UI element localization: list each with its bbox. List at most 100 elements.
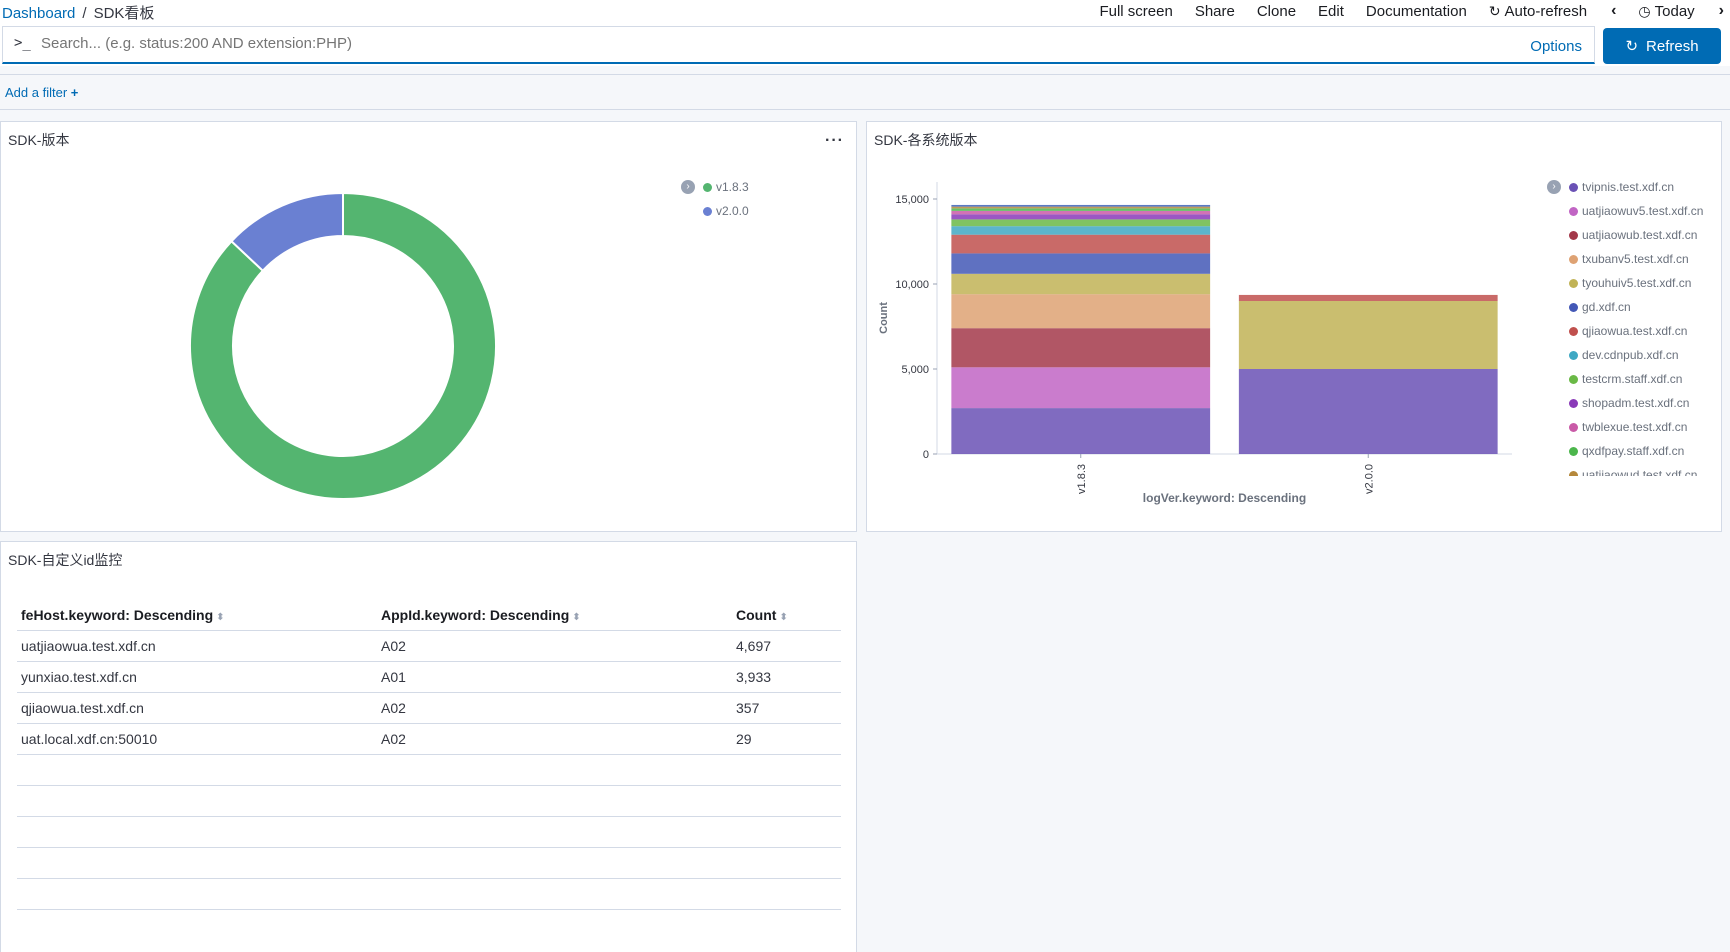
bar-segment[interactable] bbox=[951, 204, 1211, 207]
pie-slice-v1.8.3[interactable] bbox=[189, 191, 497, 500]
share-button[interactable]: Share bbox=[1194, 2, 1235, 20]
table-cell: 3,933 bbox=[732, 661, 841, 693]
legend-item[interactable]: testcrm.staff.xdf.cn bbox=[1569, 372, 1682, 386]
documentation-button[interactable]: Documentation bbox=[1365, 2, 1467, 20]
legend-label: uatjiaowub.test.xdf.cn bbox=[1582, 228, 1698, 242]
search-box: >_ Options bbox=[2, 26, 1595, 64]
legend-dot bbox=[1569, 183, 1578, 192]
y-tick-label: 15,000 bbox=[895, 194, 929, 206]
auto-refresh-button[interactable]: ↻ Auto-refresh bbox=[1489, 3, 1587, 20]
bar-segment[interactable] bbox=[1238, 294, 1498, 301]
legend-label: testcrm.staff.xdf.cn bbox=[1582, 372, 1683, 386]
table-cell: 4,697 bbox=[732, 630, 841, 662]
top-nav: Dashboard / SDK看板 Full screen Share Clone … bbox=[0, 0, 1730, 24]
refresh-button[interactable]: ↻ Refresh bbox=[1603, 28, 1721, 64]
bar-segment[interactable] bbox=[1238, 369, 1498, 454]
bar-segment[interactable] bbox=[951, 214, 1211, 220]
chevron-right-icon[interactable]: › bbox=[1718, 2, 1724, 19]
bar-segment[interactable] bbox=[951, 234, 1211, 254]
legend-item[interactable]: qxdfpay.staff.xdf.cn bbox=[1569, 444, 1684, 458]
legend-item[interactable]: gd.xdf.cn bbox=[1569, 300, 1631, 314]
time-picker-button[interactable]: ◷ Today bbox=[1638, 3, 1694, 20]
bar-segment[interactable] bbox=[951, 367, 1211, 409]
breadcrumb-dashboard-link[interactable]: Dashboard bbox=[2, 5, 76, 22]
legend-dot bbox=[703, 207, 712, 216]
table-body: uatjiaowua.test.xdf.cn A02 4,697 yunxiao.t… bbox=[17, 630, 841, 910]
breadcrumb-separator: / bbox=[82, 5, 87, 22]
legend-item[interactable]: shopadm.test.xdf.cn bbox=[1569, 396, 1689, 410]
filter-bar: Add a filter + bbox=[0, 74, 1730, 110]
legend-item[interactable]: uatjiaowub.test.xdf.cn bbox=[1569, 228, 1697, 242]
panel-options-icon[interactable]: ··· bbox=[825, 132, 844, 149]
table-cell: A02 bbox=[377, 630, 732, 662]
legend-label: gd.xdf.cn bbox=[1582, 300, 1631, 314]
bar-segment[interactable] bbox=[951, 208, 1211, 211]
column-header-label: feHost.keyword: Descending bbox=[21, 606, 214, 623]
bar-segment[interactable] bbox=[951, 328, 1211, 368]
bar-segment[interactable] bbox=[951, 294, 1211, 329]
panel-title: SDK-版本 bbox=[8, 132, 70, 148]
legend-dot bbox=[1569, 399, 1578, 408]
query-bar: >_ Options ↻ Refresh bbox=[0, 24, 1730, 66]
legend-item[interactable]: tvipnis.test.xdf.cn bbox=[1569, 180, 1674, 194]
bar-segment[interactable] bbox=[951, 219, 1211, 227]
time-range-label: Today bbox=[1654, 2, 1695, 20]
sort-icon: ⬍ bbox=[779, 611, 788, 623]
legend-label: tyouhuiv5.test.xdf.cn bbox=[1582, 276, 1692, 290]
search-input[interactable] bbox=[41, 35, 1341, 52]
legend-item[interactable]: tyouhuiv5.test.xdf.cn bbox=[1569, 276, 1691, 290]
full-screen-button[interactable]: Full screen bbox=[1099, 2, 1173, 20]
y-axis-label: Count bbox=[878, 302, 890, 334]
add-filter-label: Add a filter bbox=[5, 85, 68, 100]
y-tick-label: 0 bbox=[923, 449, 929, 461]
clone-button[interactable]: Clone bbox=[1256, 2, 1297, 20]
legend-item[interactable]: txubanv5.test.xdf.cn bbox=[1569, 252, 1689, 266]
legend-toggle-icon[interactable]: › bbox=[1547, 180, 1561, 194]
legend-label: qjiaowua.test.xdf.cn bbox=[1582, 324, 1688, 338]
y-tick-label: 10,000 bbox=[895, 279, 929, 291]
legend-item[interactable]: qjiaowua.test.xdf.cn bbox=[1569, 324, 1687, 338]
legend-item[interactable]: v2.0.0 bbox=[703, 204, 749, 218]
sort-icon: ⬍ bbox=[572, 611, 581, 623]
legend-dot bbox=[1569, 447, 1578, 456]
legend-item[interactable]: twblexue.test.xdf.cn bbox=[1569, 420, 1687, 434]
table-cell: 357 bbox=[732, 692, 841, 724]
empty-row bbox=[17, 878, 841, 910]
bar-segment[interactable] bbox=[951, 206, 1211, 209]
data-table: feHost.keyword: Descending ⬍ AppId.keywor… bbox=[17, 600, 841, 910]
table-row: qjiaowua.test.xdf.cn A02 357 bbox=[17, 692, 841, 724]
bar-segment[interactable] bbox=[1238, 301, 1498, 369]
bar-segment[interactable] bbox=[951, 408, 1211, 454]
bar-segment[interactable] bbox=[951, 253, 1211, 274]
column-header[interactable]: feHost.keyword: Descending ⬍ bbox=[17, 600, 377, 631]
legend-item[interactable]: dev.cdnpub.xdf.cn bbox=[1569, 348, 1679, 362]
legend-toggle-icon[interactable]: › bbox=[681, 180, 695, 194]
legend-dot bbox=[703, 183, 712, 192]
top-menu: Full screen Share Clone Edit Documentati… bbox=[1077, 2, 1730, 20]
legend-item[interactable]: uatjiaowuv5.test.xdf.cn bbox=[1569, 204, 1703, 218]
table-row: uat.local.xdf.cn:50010 A02 29 bbox=[17, 723, 841, 755]
legend-dot bbox=[1569, 279, 1578, 288]
bar-segment[interactable] bbox=[951, 210, 1211, 215]
x-axis-label: logVer.keyword: Descending bbox=[1143, 491, 1306, 505]
pie-slice-v2.0.0[interactable] bbox=[230, 191, 344, 273]
column-header[interactable]: Count ⬍ bbox=[732, 600, 841, 631]
column-header[interactable]: AppId.keyword: Descending ⬍ bbox=[377, 600, 732, 631]
table-cell: A01 bbox=[377, 661, 732, 693]
y-tick-label: 5,000 bbox=[901, 364, 929, 376]
x-tick-label: v2.0.0 bbox=[1363, 464, 1375, 494]
table-row: uatjiaowua.test.xdf.cn A02 4,697 bbox=[17, 630, 841, 662]
bar-segment[interactable] bbox=[951, 273, 1211, 295]
edit-button[interactable]: Edit bbox=[1318, 2, 1344, 20]
add-filter-button[interactable]: Add a filter + bbox=[5, 85, 78, 100]
breadcrumb: Dashboard / SDK看板 bbox=[2, 2, 154, 23]
legend-dot bbox=[1569, 471, 1578, 476]
panel-sdk-custom-id: SDK-自定义id监控 feHost.keyword: Descending ⬍ … bbox=[0, 541, 857, 952]
refresh-label: Refresh bbox=[1646, 37, 1699, 55]
options-button[interactable]: Options bbox=[1530, 38, 1582, 55]
refresh-icon: ↻ bbox=[1488, 2, 1501, 19]
legend-item[interactable]: v1.8.3 bbox=[703, 180, 749, 194]
bar-segment[interactable] bbox=[951, 226, 1211, 235]
chevron-left-icon[interactable]: ‹ bbox=[1611, 2, 1617, 19]
legend-item[interactable]: uatjiaowud.test.xdf.cn bbox=[1569, 468, 1697, 476]
